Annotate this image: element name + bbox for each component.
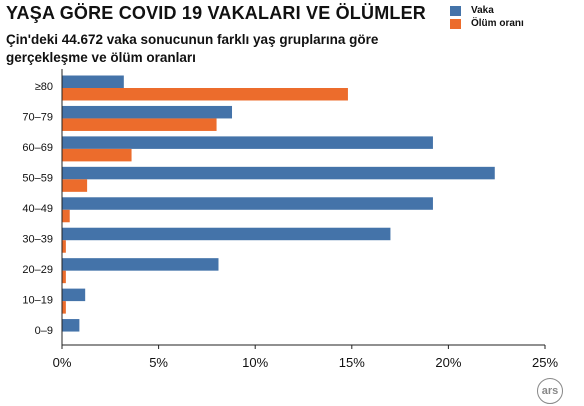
- category-label-70-79: 70–79: [22, 112, 53, 124]
- legend-swatch-vaka: [450, 5, 461, 16]
- category-label-50-59: 50–59: [22, 173, 53, 185]
- bar-olum-orani-10-19: [62, 301, 66, 314]
- chart-title: YAŞA GÖRE COVID 19 VAKALARI VE ÖLÜMLER: [6, 3, 426, 23]
- legend-label-vaka: Vaka: [471, 5, 494, 16]
- legend-swatch-olum-orani: [450, 18, 461, 29]
- legend-item-olum-orani: Ölüm oranı: [450, 17, 524, 30]
- bar-olum-orani-20-29: [62, 270, 66, 284]
- bar-olum-orani-40-49: [62, 209, 70, 223]
- legend-label-olum-orani: Ölüm oranı: [471, 18, 524, 29]
- x-tick-label-10: 10%: [242, 355, 268, 370]
- bar-vaka-50-59: [62, 166, 495, 180]
- x-tick-label-5: 5%: [149, 355, 168, 370]
- ars-logo: ars: [537, 378, 563, 404]
- bar-olum-orani-50-59: [62, 179, 88, 192]
- bar-vaka--80: [62, 75, 124, 88]
- bar-olum-orani-70-79: [62, 118, 217, 131]
- x-tick-label-20: 20%: [435, 355, 461, 370]
- x-tick-label-25: 25%: [532, 355, 558, 370]
- x-tick-label-0: 0%: [53, 355, 72, 370]
- category-label-30-39: 30–39: [22, 233, 53, 245]
- category-label-10-19: 10–19: [22, 294, 53, 306]
- bar-olum-orani-60-69: [62, 148, 132, 162]
- bar-vaka-0-9: [62, 319, 80, 332]
- legend: Vaka Ölüm oranı: [450, 4, 524, 30]
- x-tick-label-15: 15%: [339, 355, 365, 370]
- bar-vaka-10-19: [62, 288, 86, 302]
- category-label-0-9: 0–9: [35, 325, 53, 337]
- bar-vaka-30-39: [62, 227, 391, 241]
- chart-subtitle: Çin'deki 44.672 vaka sonucunun farklı ya…: [6, 32, 379, 65]
- category-label-40-49: 40–49: [22, 203, 53, 215]
- bar-vaka-60-69: [62, 136, 433, 149]
- category-label-60-69: 60–69: [22, 142, 53, 154]
- bar-vaka-40-49: [62, 197, 433, 210]
- bar-vaka-20-29: [62, 258, 219, 271]
- bar-olum-orani-30-39: [62, 240, 66, 253]
- bar-vaka-70-79: [62, 105, 233, 119]
- legend-item-vaka: Vaka: [450, 4, 524, 17]
- category-label-20-29: 20–29: [22, 264, 53, 276]
- category-label--80: ≥80: [35, 81, 53, 93]
- bar-olum-orani--80: [62, 88, 348, 101]
